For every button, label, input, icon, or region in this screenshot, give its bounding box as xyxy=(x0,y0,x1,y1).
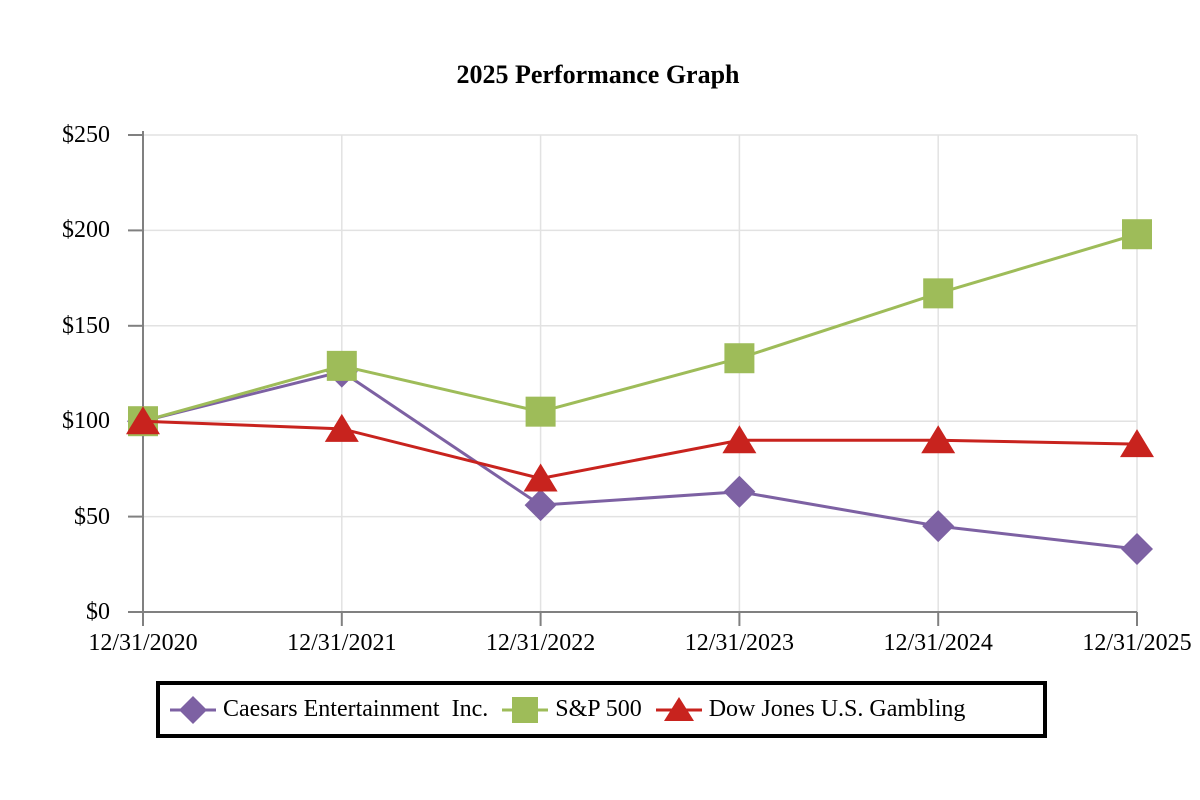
legend-item-caesars-entertainment-inc: Caesars Entertainment Inc. xyxy=(170,693,488,727)
series-sandp-500 xyxy=(128,219,1152,437)
y-tick-label: $100 xyxy=(62,408,110,435)
y-tick-label: $250 xyxy=(62,122,110,148)
x-tick-label: 12/31/2020 xyxy=(88,630,198,656)
series-dow-jones-u-s-gambling xyxy=(126,406,1154,492)
x-tick-label: 12/31/2024 xyxy=(883,630,993,656)
legend-diamond-icon xyxy=(170,695,216,724)
legend: Caesars Entertainment Inc. S&P 500 Dow Jon… xyxy=(156,681,1047,738)
legend-square-icon xyxy=(502,696,549,723)
y-tick-label: $50 xyxy=(74,503,110,530)
x-tick-label: 12/31/2023 xyxy=(684,630,795,656)
axes xyxy=(128,131,1138,626)
legend-label: Dow Jones U.S. Gambling xyxy=(708,696,966,722)
y-tick-label: $0 xyxy=(86,599,110,625)
legend-triangle-icon xyxy=(655,696,702,721)
y-tick-label: $150 xyxy=(62,312,110,339)
x-tick-label: 12/31/2025 xyxy=(1082,630,1192,656)
legend-label: S&P 500 xyxy=(555,696,642,722)
y-tick-label: $200 xyxy=(62,217,110,244)
x-tick-label: 12/31/2022 xyxy=(485,630,596,656)
chart-title: 2025 Performance Graph xyxy=(456,60,740,89)
legend-label: Caesars Entertainment Inc. xyxy=(223,696,489,722)
x-tick-label: 12/31/2021 xyxy=(287,630,397,656)
gridlines xyxy=(143,134,1138,612)
legend-item-sandp-500: S&P 500 xyxy=(502,693,642,727)
legend-item-dow-jones-u-s-gambling: Dow Jones U.S. Gambling xyxy=(655,693,966,727)
